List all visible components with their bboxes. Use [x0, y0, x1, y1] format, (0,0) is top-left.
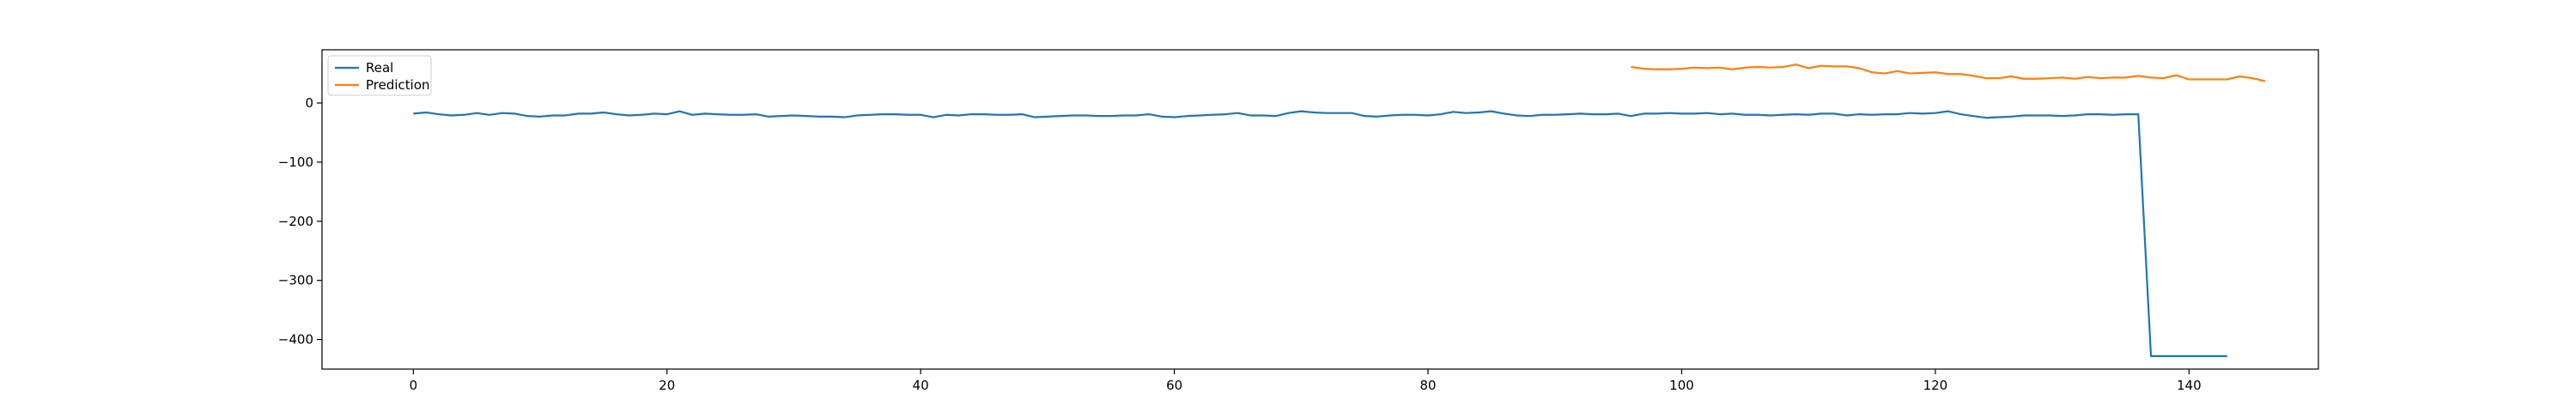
plot-frame [321, 49, 2319, 370]
series-line-real [413, 110, 2227, 357]
x-tick-label: 140 [2177, 378, 2202, 393]
legend-label-prediction: Prediction [366, 77, 430, 93]
x-tick-label: 40 [913, 378, 929, 393]
plot-area [322, 50, 2318, 369]
x-tick-label: 60 [1166, 378, 1182, 393]
y-tick-label: −400 [278, 332, 313, 348]
x-tick-label: 100 [1669, 378, 1694, 393]
series-layer [413, 64, 2266, 357]
legend-label-real: Real [366, 60, 393, 76]
x-tick-label: 0 [410, 378, 418, 393]
y-tick-label: 0 [305, 95, 313, 111]
ticks-layer: 0 20 40 60 80 100 120 140 0 −100 −200 −300 −400 [278, 95, 2202, 393]
x-tick-label: 120 [1923, 378, 1948, 393]
y-tick-label: −300 [278, 273, 313, 288]
x-tick-label: 20 [659, 378, 675, 393]
x-tick-label: 80 [1420, 378, 1437, 393]
series-line-prediction [1631, 64, 2266, 82]
y-tick-label: −200 [278, 214, 313, 229]
y-tick-label: −100 [278, 154, 313, 170]
